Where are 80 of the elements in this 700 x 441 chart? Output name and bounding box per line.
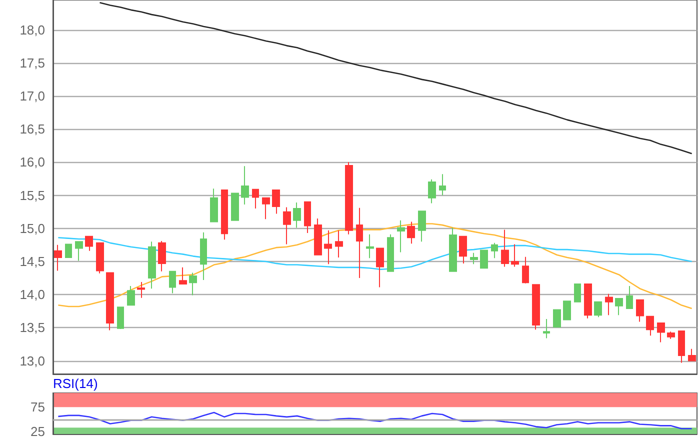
y-tick-label: 13,0 — [20, 353, 45, 368]
candlestick — [491, 242, 498, 259]
line-series — [58, 223, 692, 310]
candlestick — [366, 234, 374, 259]
candlestick — [553, 309, 561, 328]
candlestick — [563, 300, 571, 320]
candlestick — [397, 220, 405, 253]
candlestick — [605, 293, 613, 316]
candlestick — [428, 178, 436, 204]
y-tick-label: 75 — [30, 400, 45, 415]
y-tick-label: 14,5 — [20, 254, 45, 269]
y-tick-label: 13,5 — [20, 320, 45, 336]
candlestick — [200, 232, 207, 281]
candlestick — [543, 318, 550, 339]
candlestick — [646, 316, 654, 336]
candlestick — [54, 244, 62, 272]
candlestick — [127, 285, 135, 306]
candlestick — [262, 197, 270, 220]
candlestick — [231, 192, 239, 221]
candlestick — [439, 174, 446, 196]
line-series — [58, 412, 692, 430]
candlestick — [335, 230, 343, 258]
candlestick — [85, 236, 93, 252]
candlestick — [221, 189, 228, 240]
candlestick — [169, 270, 176, 294]
candlestick — [574, 283, 581, 302]
candlestick — [148, 241, 156, 290]
candlestick — [584, 283, 592, 319]
candlestick — [418, 210, 426, 242]
candlestick — [459, 236, 467, 264]
candlestick — [480, 250, 488, 269]
y-tick-label: 17,0 — [20, 88, 45, 104]
candlestick — [293, 202, 301, 228]
y-tick-label: 16,5 — [20, 122, 45, 137]
candlestick — [688, 348, 696, 362]
candlestick — [532, 284, 540, 330]
candlestick — [272, 189, 280, 214]
y-tick-label: 25 — [30, 424, 45, 440]
candlestick — [345, 162, 353, 235]
y-tick-label: 15,5 — [20, 188, 45, 203]
candlestick — [667, 331, 675, 340]
candlestick — [158, 240, 166, 272]
candlestick — [678, 330, 685, 364]
candlestick — [387, 234, 394, 272]
candlestick — [117, 306, 124, 330]
candlestick — [594, 301, 602, 318]
candlestick — [657, 322, 665, 343]
candlestick — [304, 201, 311, 234]
candlestick — [511, 244, 519, 268]
candlestick — [75, 241, 83, 262]
candlestick — [501, 229, 509, 268]
line-series — [58, 236, 692, 270]
line-series — [99, 2, 692, 154]
candlestick — [241, 166, 249, 206]
candlestick — [626, 285, 633, 309]
candlestick — [137, 281, 145, 298]
chart-title: RSI(14) — [53, 376, 98, 391]
candlestick — [356, 207, 363, 279]
candlestick — [324, 230, 332, 265]
candlestick — [283, 206, 291, 245]
candlestick — [470, 252, 478, 265]
candlestick — [407, 221, 415, 244]
candlestick — [189, 272, 197, 296]
candlestick — [179, 266, 187, 284]
candlestick — [636, 299, 644, 322]
candlestick — [96, 242, 104, 274]
candlestick — [449, 227, 457, 272]
y-tick-label: 18,0 — [20, 22, 45, 38]
y-tick-label: 17,5 — [20, 55, 45, 70]
candlestick — [522, 256, 529, 284]
candlestick — [65, 244, 72, 258]
candlestick — [376, 248, 384, 288]
y-tick-label: 16,0 — [20, 154, 45, 170]
candlestick — [106, 272, 114, 331]
candlestick — [314, 218, 322, 256]
y-tick-label: 14,0 — [20, 287, 45, 302]
candlestick — [252, 188, 259, 210]
candlestick — [615, 298, 623, 316]
candlestick — [210, 188, 218, 222]
y-tick-label: 15,0 — [20, 220, 45, 236]
